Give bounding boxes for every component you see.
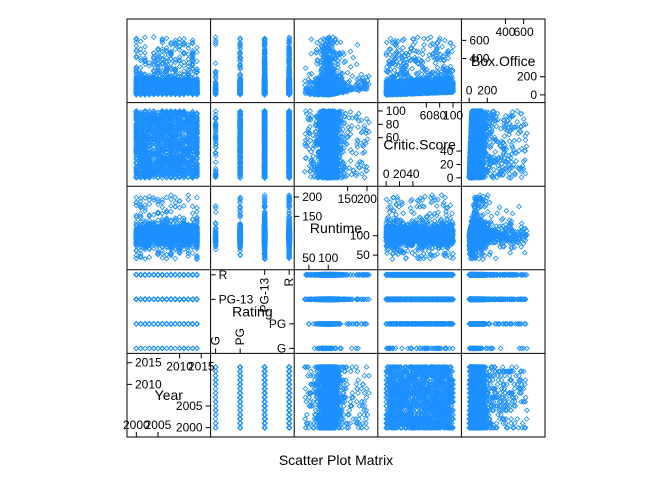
data-point (138, 39, 143, 44)
data-point (143, 44, 148, 49)
data-point (164, 36, 169, 41)
data-point (177, 64, 182, 69)
data-point (143, 35, 148, 40)
data-point (151, 35, 156, 40)
data-point (138, 65, 143, 70)
scatter-panel-box-office-vs-rating (213, 35, 292, 97)
data-point (143, 50, 148, 55)
scatter-panel-box-office-vs-year (134, 35, 199, 97)
data-point (213, 61, 218, 66)
data-point (177, 37, 182, 42)
